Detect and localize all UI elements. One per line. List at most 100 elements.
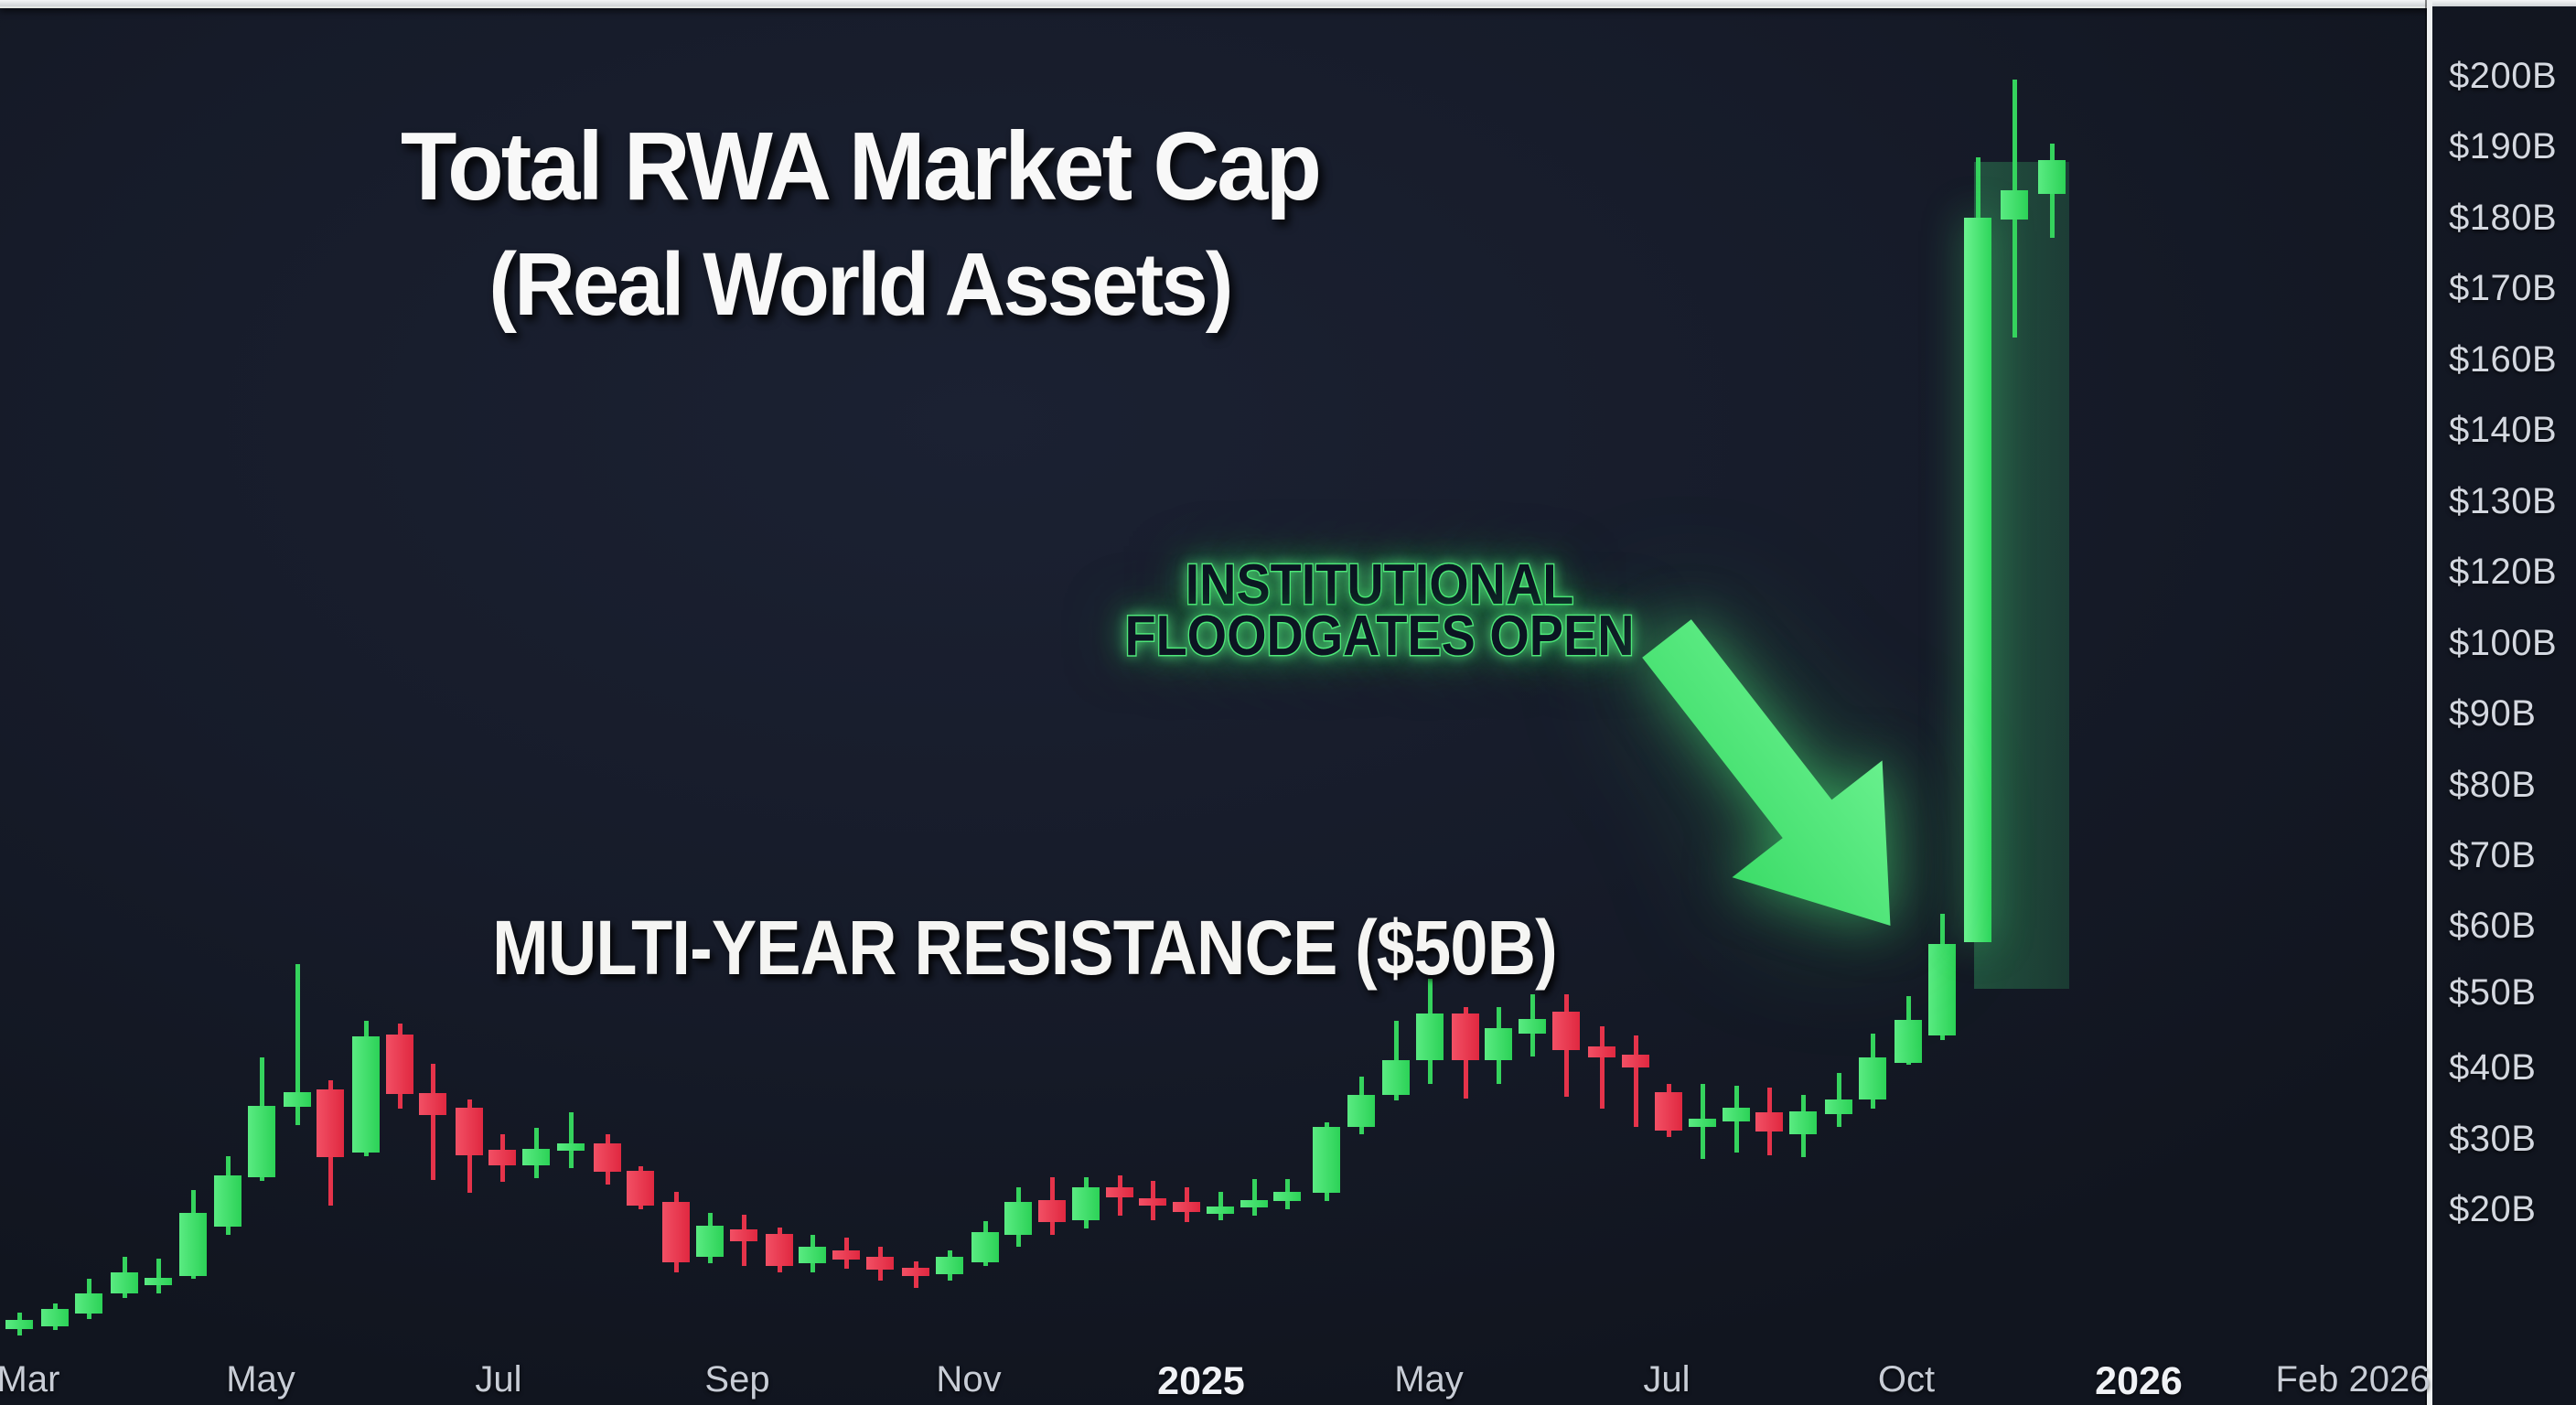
y-tick-label: $70B bbox=[2449, 835, 2537, 875]
candle-body bbox=[284, 1091, 311, 1107]
candle-wick bbox=[1599, 1025, 1605, 1110]
candle-body bbox=[1240, 1199, 1268, 1207]
candle-body bbox=[317, 1089, 344, 1157]
candle-body bbox=[1964, 218, 1991, 943]
candle-body bbox=[1004, 1202, 1032, 1235]
candle-body bbox=[522, 1148, 550, 1166]
x-tick-label: 2025 bbox=[1157, 1359, 1245, 1403]
candle-body bbox=[41, 1309, 69, 1326]
candle-wick bbox=[1251, 1178, 1257, 1216]
x-axis-line bbox=[0, 0, 2576, 6]
candle-body bbox=[730, 1228, 757, 1241]
candle-body bbox=[179, 1212, 207, 1277]
candle-body bbox=[1139, 1198, 1166, 1207]
candle-body bbox=[936, 1256, 963, 1274]
candle-wick bbox=[295, 964, 300, 1126]
y-tick-label: $80B bbox=[2449, 765, 2537, 805]
candle-body bbox=[214, 1175, 242, 1228]
candle-body bbox=[1313, 1126, 1340, 1194]
x-tick-label: Feb 2026 bbox=[2275, 1359, 2431, 1400]
candle-body bbox=[145, 1277, 172, 1285]
y-tick-label: $40B bbox=[2449, 1047, 2537, 1088]
y-tick-label: $190B bbox=[2449, 126, 2558, 166]
y-tick-label: $120B bbox=[2449, 552, 2558, 592]
y-tick-label: $170B bbox=[2449, 268, 2558, 308]
candle-body bbox=[866, 1256, 894, 1271]
y-tick-label: $200B bbox=[2449, 56, 2558, 96]
chart-title: Total RWA Market Cap (Real World Assets) bbox=[376, 112, 1343, 336]
candle-body bbox=[488, 1150, 516, 1166]
y-tick-label: $60B bbox=[2449, 906, 2537, 946]
candle-body bbox=[832, 1249, 860, 1260]
candle-body bbox=[662, 1202, 690, 1262]
x-tick-label: Jul bbox=[475, 1359, 522, 1400]
candle-body bbox=[1789, 1110, 1817, 1135]
candle-body bbox=[1452, 1013, 1479, 1060]
candle-body bbox=[1723, 1108, 1750, 1122]
candle-body bbox=[1273, 1191, 1301, 1201]
candle-wick bbox=[568, 1112, 574, 1168]
candle-body bbox=[1038, 1199, 1066, 1222]
candle-body bbox=[1519, 1018, 1546, 1035]
candle-body bbox=[352, 1036, 380, 1153]
y-tick-label: $140B bbox=[2449, 410, 2558, 450]
candle-body bbox=[1416, 1013, 1444, 1060]
candle-wick bbox=[430, 1063, 435, 1181]
x-tick-label: May bbox=[226, 1359, 295, 1400]
y-tick-label: $130B bbox=[2449, 481, 2558, 521]
candle-body bbox=[1755, 1112, 1783, 1132]
candle-body bbox=[1485, 1028, 1512, 1060]
candle-body bbox=[971, 1231, 999, 1262]
candle-body bbox=[111, 1272, 138, 1293]
candle-body bbox=[456, 1108, 483, 1156]
candle-body bbox=[1347, 1095, 1375, 1127]
candle-body bbox=[1382, 1059, 1410, 1096]
candle-body bbox=[1106, 1187, 1133, 1197]
candle-body bbox=[5, 1319, 33, 1329]
x-tick-label: Sep bbox=[704, 1359, 770, 1400]
y-tick-label: $30B bbox=[2449, 1119, 2537, 1159]
candle-body bbox=[1859, 1057, 1886, 1100]
candle-body bbox=[1588, 1046, 1615, 1058]
candle-body bbox=[766, 1233, 793, 1266]
x-tick-label: Nov bbox=[936, 1359, 1002, 1400]
x-tick-label: Mar bbox=[0, 1359, 60, 1400]
y-tick-label: $20B bbox=[2449, 1189, 2537, 1229]
candle-body bbox=[2001, 190, 2028, 220]
candle-body bbox=[386, 1034, 413, 1094]
floodgates-annotation: INSTITUTIONAL FLOODGATES OPEN bbox=[1097, 553, 1663, 668]
resistance-annotation: MULTI-YEAR RESISTANCE ($50B) bbox=[492, 905, 1558, 991]
candle-body bbox=[799, 1246, 826, 1264]
floodgates-annotation-line2: FLOODGATES OPEN bbox=[1123, 605, 1636, 668]
candle-wick bbox=[156, 1258, 161, 1294]
candle-body bbox=[1072, 1187, 1100, 1220]
y-tick-label: $100B bbox=[2449, 623, 2558, 663]
x-tick-label: May bbox=[1394, 1359, 1464, 1400]
candle-body bbox=[2038, 159, 2066, 195]
x-tick-label: Oct bbox=[1877, 1359, 1936, 1400]
candle-wick bbox=[1218, 1191, 1223, 1220]
floodgates-annotation-line1: INSTITUTIONAL bbox=[1184, 553, 1574, 617]
candle-body bbox=[1173, 1202, 1200, 1213]
y-tick-label: $160B bbox=[2449, 339, 2558, 380]
candle-body bbox=[557, 1142, 585, 1151]
candle-body bbox=[1552, 1011, 1580, 1051]
candle-body bbox=[1207, 1206, 1234, 1214]
x-tick-label: 2026 bbox=[2095, 1359, 2183, 1403]
chart-title-line1: Total RWA Market Cap bbox=[400, 113, 1322, 220]
candle-body bbox=[1928, 944, 1956, 1035]
candle-body bbox=[419, 1093, 446, 1116]
y-tick-label: $90B bbox=[2449, 693, 2537, 734]
candle-body bbox=[1622, 1055, 1649, 1067]
y-axis-line bbox=[2427, 0, 2432, 1405]
candle-body bbox=[696, 1225, 724, 1258]
candle-body bbox=[75, 1293, 102, 1314]
candle-wick bbox=[1633, 1035, 1638, 1127]
candle-body bbox=[1894, 1020, 1922, 1064]
chart-title-line2: (Real World Assets) bbox=[488, 234, 1233, 334]
x-tick-label: Jul bbox=[1643, 1359, 1690, 1400]
candle-body bbox=[248, 1106, 275, 1177]
candle-body bbox=[1689, 1119, 1716, 1127]
